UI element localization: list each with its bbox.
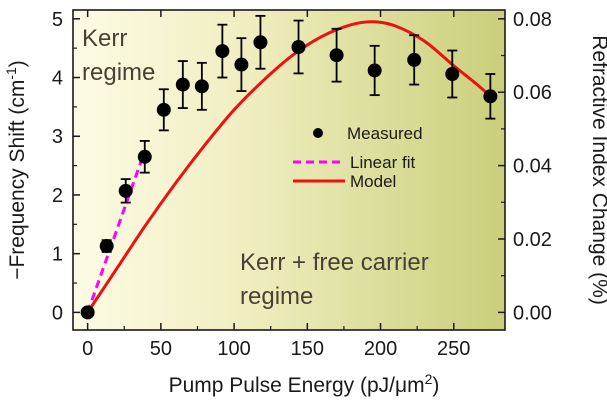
y2-tick-label: 0.04 — [513, 156, 552, 178]
measured-point — [118, 183, 133, 198]
series-layer — [80, 14, 498, 320]
plot-frame — [72, 9, 506, 331]
annotation-kerr-line1: Kerr — [82, 25, 127, 52]
measured-point — [329, 48, 344, 63]
y-tick-label: 5 — [52, 9, 63, 31]
measured-point — [137, 149, 152, 164]
measured-point — [253, 35, 268, 50]
measured-point — [291, 39, 306, 54]
x-axis-title-sup: 2 — [425, 371, 433, 387]
legend: Measured Linear fit Model — [293, 124, 423, 191]
y-tick-label: 1 — [52, 244, 63, 266]
legend-measured-label: Measured — [347, 124, 423, 143]
linear-fit-line — [86, 150, 147, 313]
y-axis-title-sup: -1 — [3, 67, 19, 80]
x-tick-label: 150 — [291, 338, 324, 360]
x-tick-label: 250 — [437, 338, 470, 360]
x-tick-label: 100 — [217, 338, 250, 360]
y-tick-label: 0 — [52, 302, 63, 324]
y-tick-label: 2 — [52, 185, 63, 207]
x-tick-label: 50 — [150, 338, 172, 360]
annotation-kerr-free-carrier-line1: Kerr + free carrier — [240, 249, 429, 276]
measured-point — [234, 57, 249, 72]
y-tick-label: 3 — [52, 126, 63, 148]
y-axis-title: −Frequency Shift (cm-1) — [3, 60, 29, 280]
measured-point — [156, 102, 171, 117]
measured-point — [99, 239, 114, 254]
legend-linear-fit-label: Linear fit — [350, 153, 415, 172]
measured-point — [175, 77, 190, 92]
y2-tick-label: 0.00 — [513, 302, 552, 324]
measured-point — [407, 52, 422, 67]
y2-tick-label: 0.06 — [513, 82, 552, 104]
measured-point — [367, 63, 382, 78]
y2-axis-title: Refractive Index Change (%) — [588, 35, 607, 305]
legend-model-label: Model — [350, 172, 396, 191]
x-tick-label: 0 — [82, 338, 93, 360]
annotation-kerr-line2: regime — [82, 59, 155, 86]
measured-point — [80, 305, 95, 320]
legend-measured-marker — [313, 128, 323, 138]
model-curve — [86, 20, 492, 314]
measured-point — [215, 44, 230, 59]
y-tick-label: 4 — [52, 68, 63, 90]
measured-point — [445, 67, 460, 81]
x-tick-label: 200 — [364, 338, 397, 360]
annotation-kerr-free-carrier-line2: regime — [240, 283, 313, 310]
measured-point — [194, 79, 209, 94]
x-axis-title: Pump Pulse Energy (pJ/μm2) — [169, 371, 440, 397]
measured-point — [483, 89, 498, 104]
y2-tick-label: 0.02 — [513, 229, 552, 251]
y2-tick-label: 0.08 — [513, 9, 552, 31]
axes-layer: 0 50 100 150 200 250 0 1 2 3 4 5 0.00 0.02 0.04 0.06 0.0… — [52, 9, 552, 360]
